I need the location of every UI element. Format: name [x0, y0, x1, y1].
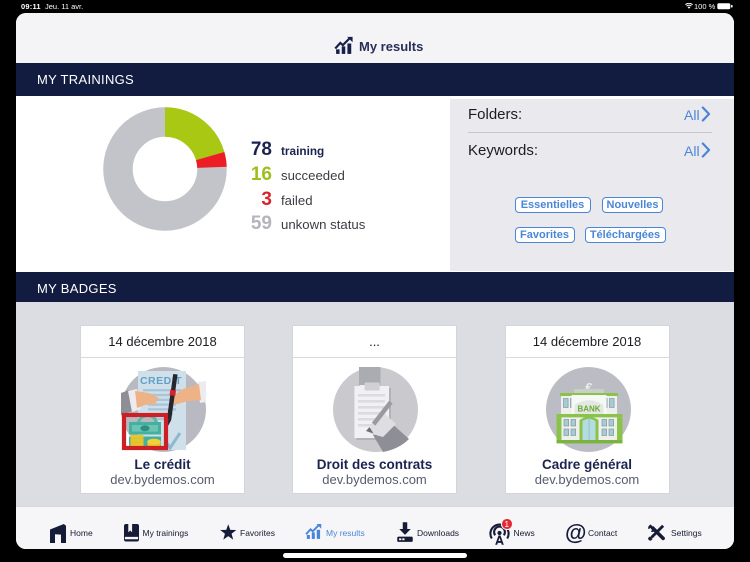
svg-text:BANK: BANK	[577, 405, 600, 414]
svg-text:€: €	[585, 380, 592, 395]
svg-text:CREDIT: CREDIT	[140, 375, 182, 387]
